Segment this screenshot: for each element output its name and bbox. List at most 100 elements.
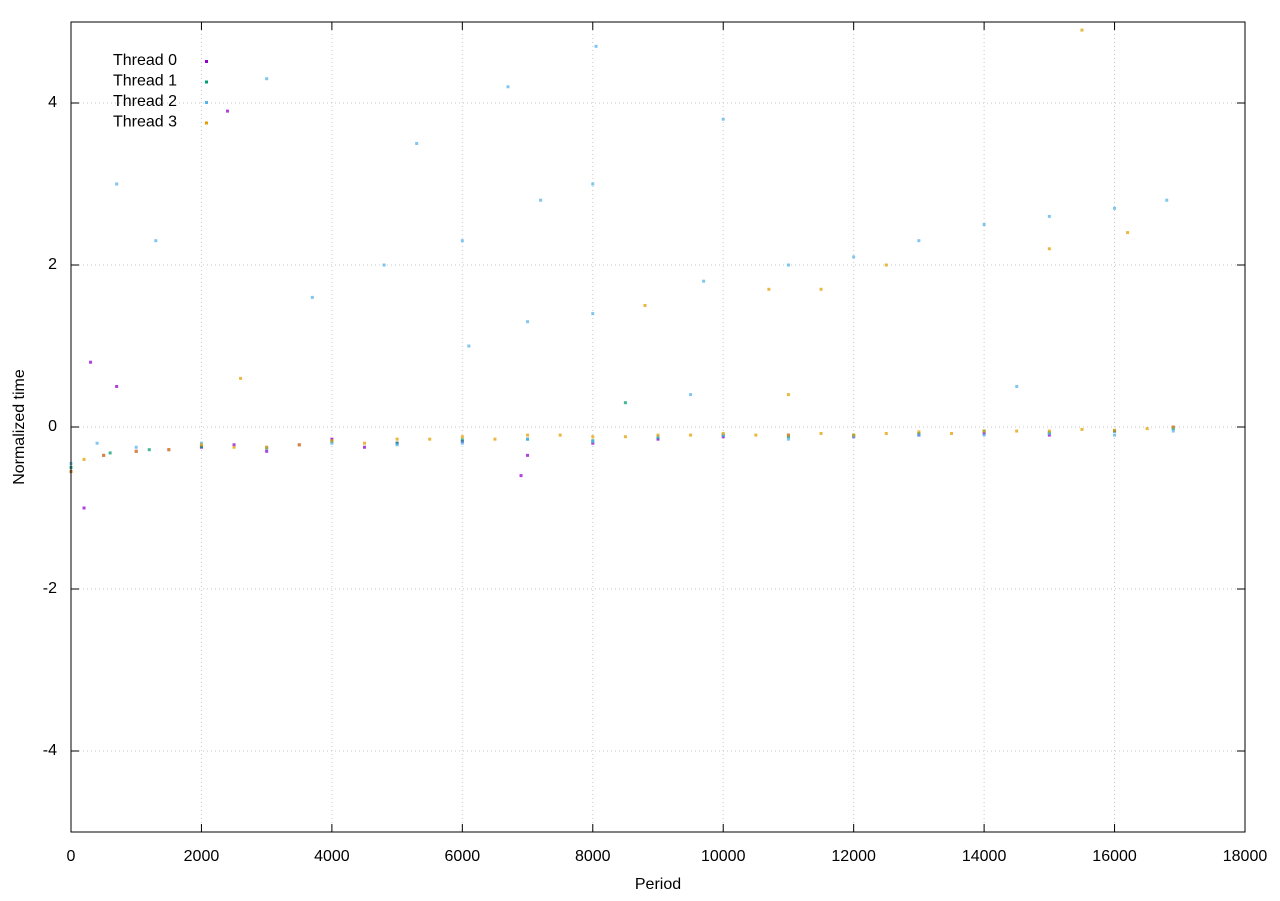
- point: [591, 435, 595, 439]
- point: [982, 431, 986, 435]
- x-tick-label: 2000: [184, 848, 220, 865]
- plot-frame: [70, 21, 1246, 833]
- x-tick-label: 18000: [1223, 848, 1268, 865]
- point: [1171, 429, 1175, 433]
- y-axis-title: Normalized time: [11, 369, 28, 485]
- point: [1047, 214, 1051, 218]
- point: [884, 431, 888, 435]
- point: [239, 376, 243, 380]
- point: [702, 279, 706, 283]
- point: [786, 435, 790, 439]
- point: [460, 441, 464, 445]
- point: [232, 445, 236, 449]
- point: [884, 263, 888, 267]
- point: [591, 312, 595, 316]
- point: [1113, 433, 1117, 437]
- point: [519, 474, 523, 478]
- point: [226, 109, 230, 113]
- point: [1080, 427, 1084, 431]
- legend-swatch: [205, 121, 208, 125]
- point: [786, 263, 790, 267]
- point: [115, 385, 119, 388]
- point: [199, 443, 203, 447]
- legend-swatch: [205, 101, 208, 104]
- point: [460, 440, 464, 444]
- point: [467, 344, 471, 348]
- point: [1080, 28, 1084, 32]
- point: [591, 440, 595, 444]
- point: [917, 433, 921, 437]
- point: [147, 448, 151, 452]
- point: [395, 441, 399, 445]
- point: [82, 506, 86, 510]
- point: [1126, 231, 1130, 235]
- point: [786, 433, 790, 437]
- point: [199, 444, 203, 448]
- x-tick-label: 8000: [575, 848, 611, 865]
- x-tick-label: 10000: [701, 848, 746, 865]
- point: [1113, 428, 1117, 432]
- x-tick-label: 14000: [962, 848, 1007, 865]
- point: [134, 449, 138, 453]
- point: [721, 435, 725, 439]
- point: [1047, 429, 1051, 433]
- point: [108, 451, 112, 455]
- point: [363, 445, 366, 449]
- point: [982, 429, 986, 433]
- point: [265, 77, 269, 81]
- legend-label: Thread 1: [113, 73, 177, 90]
- point: [689, 393, 693, 397]
- point: [493, 437, 497, 441]
- point: [134, 445, 138, 449]
- point: [428, 437, 432, 441]
- point: [415, 142, 419, 145]
- point: [950, 431, 953, 435]
- point: [526, 437, 530, 441]
- point: [1171, 427, 1175, 431]
- point: [330, 437, 334, 441]
- point: [1145, 427, 1149, 431]
- y-tick-label: -4: [43, 742, 57, 759]
- x-tick-label: 12000: [831, 848, 876, 865]
- point: [819, 431, 823, 435]
- y-tick-label: 4: [48, 94, 57, 111]
- point: [656, 433, 660, 437]
- point: [1047, 431, 1051, 435]
- point: [1171, 425, 1175, 429]
- point: [154, 239, 158, 243]
- point: [199, 441, 203, 445]
- point: [460, 438, 464, 442]
- point: [721, 117, 725, 121]
- point: [656, 437, 660, 441]
- legend-label: Thread 0: [113, 52, 177, 69]
- point: [623, 401, 627, 405]
- point: [689, 433, 693, 437]
- point: [591, 182, 595, 186]
- point: [623, 435, 627, 439]
- x-tick-label: 6000: [445, 848, 481, 865]
- point: [819, 287, 823, 291]
- point: [917, 430, 921, 434]
- point: [526, 453, 530, 457]
- point: [363, 441, 366, 445]
- point: [1113, 206, 1117, 210]
- legend-swatch: [205, 80, 208, 84]
- point: [721, 431, 725, 435]
- point: [330, 439, 334, 443]
- point: [1015, 385, 1019, 388]
- y-tick-label: 0: [48, 418, 57, 435]
- y-tick-label: 2: [48, 256, 57, 273]
- point: [721, 433, 725, 437]
- point: [82, 457, 86, 461]
- point: [297, 443, 301, 447]
- legend-label: Thread 3: [113, 114, 177, 131]
- point: [1165, 198, 1169, 202]
- point: [310, 295, 314, 299]
- point: [786, 393, 790, 397]
- point: [917, 431, 921, 435]
- point: [232, 443, 236, 447]
- point: [395, 437, 399, 441]
- point: [539, 198, 543, 202]
- legend-label: Thread 2: [113, 93, 177, 110]
